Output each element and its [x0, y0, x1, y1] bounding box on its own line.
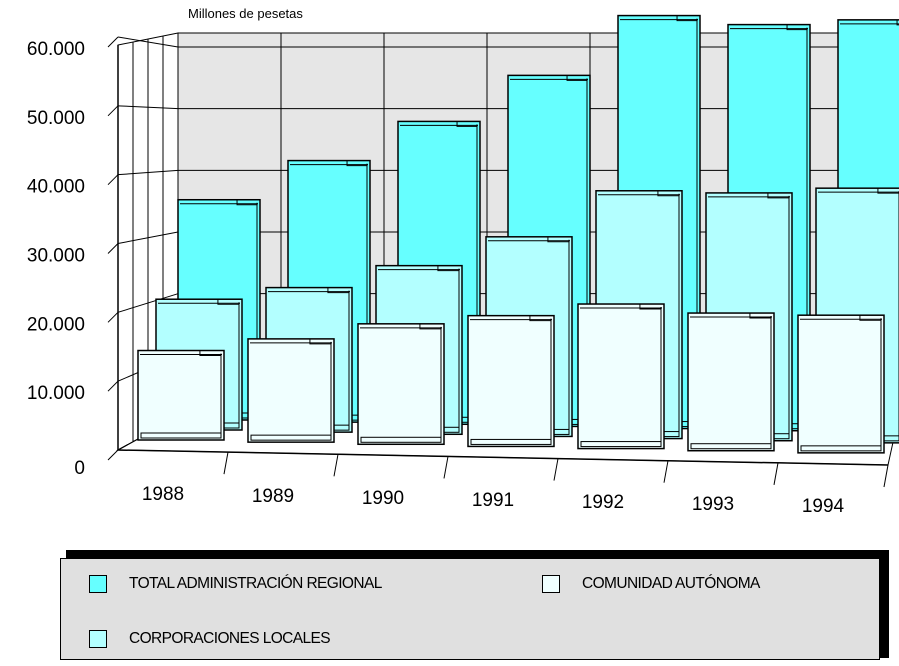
y-unit-label: Millones de pesetas: [188, 6, 303, 21]
y-tick-mark: [107, 311, 119, 323]
y-tick-label: 20.000: [27, 314, 85, 335]
bar-base: [470, 438, 552, 445]
y-tick-label: 0: [74, 458, 85, 479]
bar-cap-notch: [676, 15, 698, 22]
bar: [577, 303, 665, 450]
bar-cap-notch: [199, 350, 222, 357]
legend-item-comunidad: COMUNIDAD AUTÓNOMA: [542, 575, 760, 593]
bar-base: [250, 434, 332, 441]
x-tick-mark: [773, 462, 779, 485]
legend: TOTAL ADMINISTRACIÓN REGIONAL COMUNIDAD …: [60, 558, 880, 660]
y-tick-label: 30.000: [27, 246, 85, 267]
bar: [357, 323, 445, 446]
bar-body: [797, 314, 885, 454]
bar-cap-notch: [859, 315, 882, 321]
bar-cap-notch: [419, 323, 442, 330]
bar-cap-notch: [749, 313, 772, 319]
x-tick-label: 1994: [802, 496, 845, 517]
bar-base: [140, 432, 222, 439]
bar-body: [137, 349, 225, 441]
bar-cap-notch: [236, 199, 258, 206]
bar-cap-notch: [566, 75, 588, 81]
bar-chart-3d: 0 10.000 20.000 30.000 40.000 50.000 60.000 198…: [27, 6, 899, 517]
x-tick-label: 1990: [362, 488, 404, 509]
x-tick-mark: [883, 464, 889, 488]
bar-base: [690, 443, 772, 450]
legend-item-corporaciones: CORPORACIONES LOCALES: [89, 630, 331, 648]
bar: [467, 314, 555, 448]
bar-cap-notch: [456, 121, 478, 127]
bar-cap-notch: [437, 265, 460, 272]
bar-cap-notch: [639, 304, 662, 310]
bar: [137, 349, 225, 441]
x-tick-mark: [333, 454, 339, 477]
bar-body: [247, 338, 335, 443]
bar-cap-notch: [547, 236, 570, 243]
bar-body: [357, 323, 445, 446]
y-tick-mark: [107, 105, 119, 117]
x-axis-line: [117, 449, 889, 466]
legend-item-total: TOTAL ADMINISTRACIÓN REGIONAL: [89, 575, 382, 593]
bar-body: [577, 303, 665, 450]
legend-swatch-total: [89, 575, 107, 593]
bar-cap-notch: [529, 315, 552, 322]
x-tick-label: 1991: [472, 490, 514, 511]
y-tick-label: 60.000: [27, 39, 85, 60]
y-tick-label: 50.000: [27, 108, 85, 129]
y-tick-mark: [107, 380, 119, 392]
bar-cap-notch: [217, 299, 240, 305]
y-tick-mark: [107, 174, 119, 186]
y-tick-mark: [107, 36, 119, 48]
bar-cap-notch: [877, 188, 899, 194]
legend-label-corporaciones: CORPORACIONES LOCALES: [129, 630, 331, 647]
y-tick-mark: [107, 243, 119, 254]
x-tick-mark: [443, 456, 449, 479]
bar-cap-notch: [346, 160, 368, 167]
legend-label-total: TOTAL ADMINISTRACIÓN REGIONAL: [129, 575, 382, 592]
bar-cap-notch: [327, 287, 350, 294]
x-tick-label: 1989: [252, 486, 294, 507]
bar-cap-notch: [309, 338, 332, 345]
bar-cap-notch: [767, 192, 790, 199]
bar-body: [467, 314, 555, 448]
bar: [687, 312, 775, 452]
x-tick-label: 1992: [582, 492, 624, 513]
x-tick-label: 1988: [142, 484, 184, 505]
x-tick-label: 1993: [692, 494, 734, 515]
legend-label-comunidad: COMUNIDAD AUTÓNOMA: [582, 575, 760, 592]
bar-base: [360, 436, 442, 443]
legend-swatch-comunidad: [542, 575, 560, 593]
legend-swatch-corporaciones: [89, 630, 107, 648]
bar: [247, 338, 335, 443]
x-tick-mark: [223, 452, 229, 475]
y-tick-label: 40.000: [27, 177, 85, 198]
x-tick-mark: [663, 460, 669, 483]
bar-cap-notch: [896, 19, 899, 26]
y-tick-label: 10.000: [27, 383, 85, 404]
bar-base: [580, 441, 662, 448]
bar: [797, 314, 885, 454]
bar-cap-notch: [657, 190, 680, 197]
bar-cap-notch: [786, 24, 808, 31]
bar-body: [687, 312, 775, 452]
bars: [137, 14, 899, 454]
bar-base: [800, 445, 882, 452]
y-tick-mark: [107, 449, 119, 461]
x-tick-mark: [553, 458, 559, 481]
axes: 0 10.000 20.000 30.000 40.000 50.000 60.000 198…: [27, 39, 889, 517]
